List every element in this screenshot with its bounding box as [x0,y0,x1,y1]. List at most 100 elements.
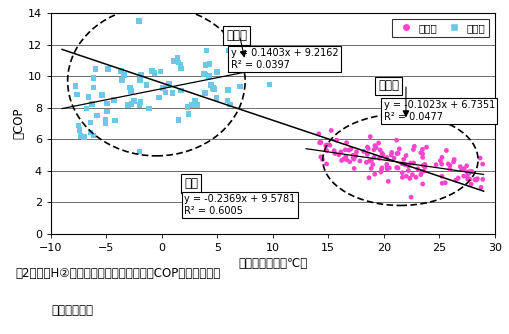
Point [223,98,231,103]
Point [467,169,475,174]
Y-axis label: 実COP: 実COP [12,108,25,139]
Point [466,181,474,187]
Point [389,155,398,161]
Point [383,164,391,170]
Point [366,166,375,171]
Point [101,120,109,126]
Point [341,147,349,153]
Point [88,101,96,107]
Point [408,172,416,177]
Point [377,151,385,156]
Point [420,162,428,167]
Point [411,175,419,180]
Point [168,91,176,96]
Point [103,66,111,72]
Point [402,173,410,179]
Point [418,155,426,160]
Point [397,161,405,166]
Point [351,153,359,158]
Point [449,157,458,162]
Point [89,133,97,138]
Point [470,177,478,182]
Point [376,169,384,175]
Point [462,169,470,175]
Point [366,158,375,163]
Point [80,135,88,140]
Point [352,149,360,155]
Point [437,181,445,186]
Point [103,109,111,114]
Point [355,158,363,164]
Point [71,84,79,89]
Point [73,92,81,97]
Point [478,177,486,182]
Point [348,155,356,160]
Point [135,149,144,154]
Point [382,162,390,167]
Point [416,150,424,155]
Point [416,172,424,177]
Point [463,176,471,182]
Text: y = 0.1403x + 9.2162
R² = 0.0397: y = 0.1403x + 9.2162 R² = 0.0397 [230,48,337,69]
Point [392,151,400,156]
Point [206,82,214,88]
Point [405,176,413,181]
Point [143,82,151,88]
Point [393,151,402,156]
Point [459,166,467,171]
Point [370,143,378,148]
Point [174,118,182,123]
Point [471,177,479,183]
Text: 全体: 全体 [184,177,197,190]
Point [372,145,380,150]
Point [363,146,372,151]
Point [365,134,374,139]
Point [409,147,417,152]
Point [75,127,83,133]
Text: 冷房時: 冷房時 [226,29,247,42]
Point [208,86,216,91]
Point [457,167,465,172]
Point [350,153,358,159]
Point [242,68,250,73]
Point [404,163,412,169]
Point [183,104,191,110]
Point [135,77,144,83]
Point [382,166,390,172]
Point [404,168,412,173]
Point [420,162,428,168]
Point [263,63,271,68]
Point [129,99,137,104]
Point [413,166,421,171]
Point [462,173,470,179]
Point [120,72,128,77]
Point [316,154,324,160]
Point [265,82,273,87]
Point [418,163,427,168]
Point [400,162,408,167]
Point [322,142,330,148]
Point [394,146,403,152]
Point [419,163,428,168]
Point [210,86,218,92]
Point [437,161,445,167]
Point [437,174,445,179]
Point [321,143,329,148]
Point [173,55,181,60]
Point [84,94,93,100]
Point [332,138,340,143]
Point [204,73,212,78]
Point [86,120,94,125]
Point [334,152,342,157]
Point [417,147,426,152]
Point [91,66,99,72]
Point [369,147,377,152]
Point [148,68,156,74]
Point [377,166,385,172]
Point [336,149,344,155]
Point [212,69,220,75]
Text: y = -0.2369x + 9.5781
R² = 0.6005: y = -0.2369x + 9.5781 R² = 0.6005 [184,194,295,216]
Point [188,103,196,108]
Point [202,48,210,53]
Point [455,164,463,169]
